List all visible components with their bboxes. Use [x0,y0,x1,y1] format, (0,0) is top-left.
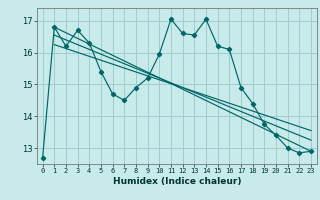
X-axis label: Humidex (Indice chaleur): Humidex (Indice chaleur) [113,177,241,186]
